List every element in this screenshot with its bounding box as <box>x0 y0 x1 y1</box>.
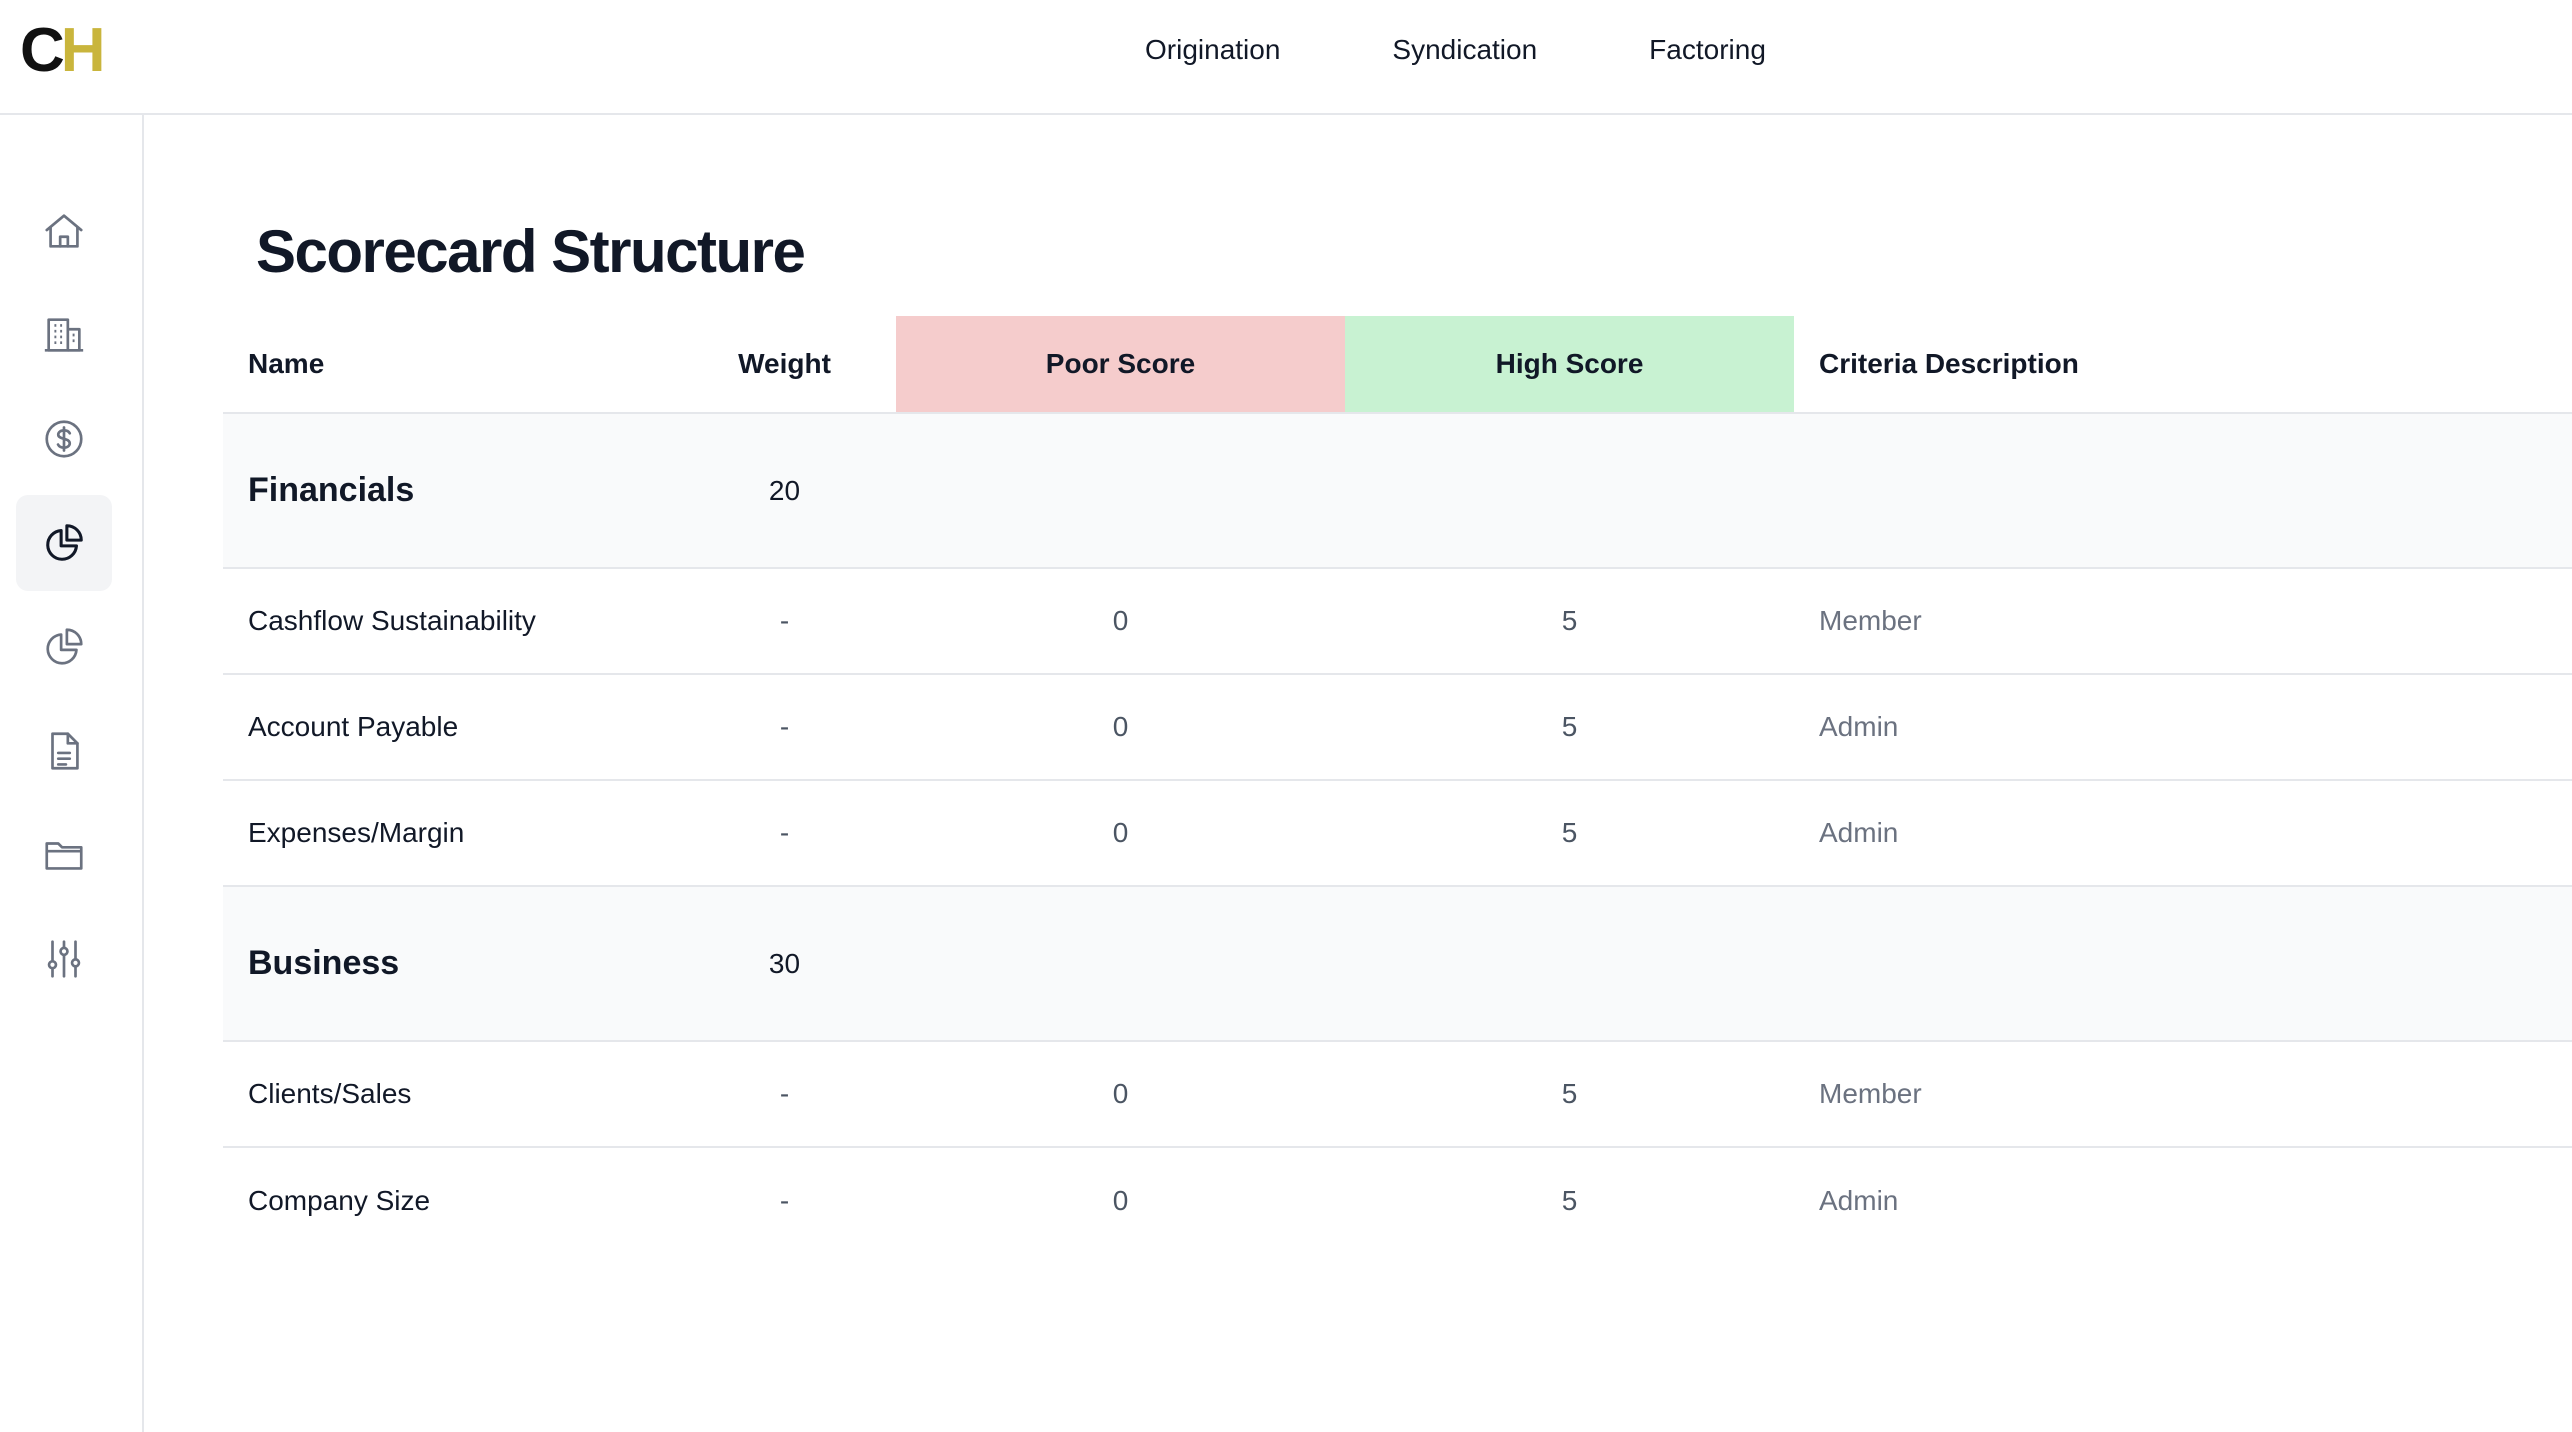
table-row[interactable]: Account Payable - 0 5 Admin <box>223 675 2572 781</box>
table-row-group[interactable]: Financials 20 <box>223 414 2572 569</box>
row-high-score: 5 <box>1561 1078 1578 1109</box>
scorecard-table: Name Weight Poor Score High Score Criter… <box>223 316 2572 1254</box>
header-weight[interactable]: Weight <box>738 348 831 379</box>
header-high-score[interactable]: High Score <box>1345 316 1794 412</box>
row-name: Clients/Sales <box>248 1078 412 1109</box>
pie-chart-icon <box>46 524 83 561</box>
main-content: Scorecard Structure Name Weight Poor Sco… <box>146 117 2572 1432</box>
table-header: Name Weight Poor Score High Score Criter… <box>223 316 2572 414</box>
row-criteria: Member <box>1819 1078 1922 1109</box>
row-high-score: 5 <box>1561 605 1578 636</box>
nav-syndication[interactable]: Syndication <box>1392 34 1538 65</box>
nav-origination[interactable]: Origination <box>1145 34 1281 65</box>
group-criteria <box>1794 887 2572 1040</box>
row-poor-score: 0 <box>1112 711 1129 742</box>
group-poor-score <box>896 414 1345 567</box>
top-bar: CH Origination Syndication Factoring <box>0 0 2572 115</box>
brand-logo[interactable]: CH <box>20 16 106 85</box>
header-criteria-description[interactable]: Criteria Description <box>1819 348 2079 379</box>
sidebar-item-settings[interactable] <box>16 911 112 1007</box>
table-row[interactable]: Company Size - 0 5 Admin <box>223 1148 2572 1254</box>
sidebar <box>0 115 144 1432</box>
folder-icon <box>45 842 83 870</box>
row-weight: - <box>779 605 790 636</box>
row-criteria: Admin <box>1819 817 1899 848</box>
header-poor-score[interactable]: Poor Score <box>896 316 1345 412</box>
row-criteria: Admin <box>1819 711 1899 742</box>
table-row-group[interactable]: Business 30 <box>223 887 2572 1042</box>
nav-factoring[interactable]: Factoring <box>1649 34 1766 65</box>
row-criteria: Admin <box>1819 1185 1899 1216</box>
row-weight: - <box>779 711 790 742</box>
row-weight: - <box>779 817 790 848</box>
sidebar-item-finance[interactable] <box>16 391 112 487</box>
row-high-score: 5 <box>1561 1185 1578 1216</box>
building-icon <box>44 318 84 352</box>
row-name: Company Size <box>248 1185 431 1216</box>
table-row[interactable]: Expenses/Margin - 0 5 Admin <box>223 781 2572 887</box>
dollar-icon <box>45 420 83 458</box>
row-name: Expenses/Margin <box>248 817 465 848</box>
row-poor-score: 0 <box>1112 1185 1129 1216</box>
sidebar-item-home[interactable] <box>16 183 112 279</box>
group-poor-score <box>896 887 1345 1040</box>
group-high-score <box>1345 887 1794 1040</box>
row-weight: - <box>779 1078 790 1109</box>
sidebar-item-analytics[interactable] <box>16 599 112 695</box>
sidebar-item-documents[interactable] <box>16 703 112 799</box>
group-name: Business <box>248 944 400 982</box>
group-name: Financials <box>248 471 415 509</box>
row-weight: - <box>779 1185 790 1216</box>
row-poor-score: 0 <box>1112 1078 1129 1109</box>
row-name: Cashflow Sustainability <box>248 605 536 636</box>
document-icon <box>51 732 79 770</box>
row-name: Account Payable <box>248 711 459 742</box>
logo-letter-c: C <box>20 16 65 85</box>
sidebar-item-buildings[interactable] <box>16 287 112 383</box>
sidebar-item-scorecard[interactable] <box>16 495 112 591</box>
group-weight: 30 <box>768 947 801 979</box>
logo-letter-h: H <box>60 16 106 85</box>
row-high-score: 5 <box>1561 817 1578 848</box>
group-weight: 20 <box>768 474 801 506</box>
top-nav: Origination Syndication Factoring <box>1110 30 1822 70</box>
table-row[interactable]: Clients/Sales - 0 5 Member <box>223 1042 2572 1148</box>
sliders-icon <box>47 940 81 978</box>
row-high-score: 5 <box>1561 711 1578 742</box>
row-poor-score: 0 <box>1112 817 1129 848</box>
row-poor-score: 0 <box>1112 605 1129 636</box>
home-icon <box>45 214 83 248</box>
page-title: Scorecard Structure <box>256 218 806 285</box>
header-name[interactable]: Name <box>248 348 325 379</box>
pie-chart-outline-icon <box>46 628 83 665</box>
row-criteria: Member <box>1819 605 1922 636</box>
table-row[interactable]: Cashflow Sustainability - 0 5 Member <box>223 569 2572 675</box>
group-criteria <box>1794 414 2572 567</box>
sidebar-item-folders[interactable] <box>16 807 112 903</box>
group-high-score <box>1345 414 1794 567</box>
